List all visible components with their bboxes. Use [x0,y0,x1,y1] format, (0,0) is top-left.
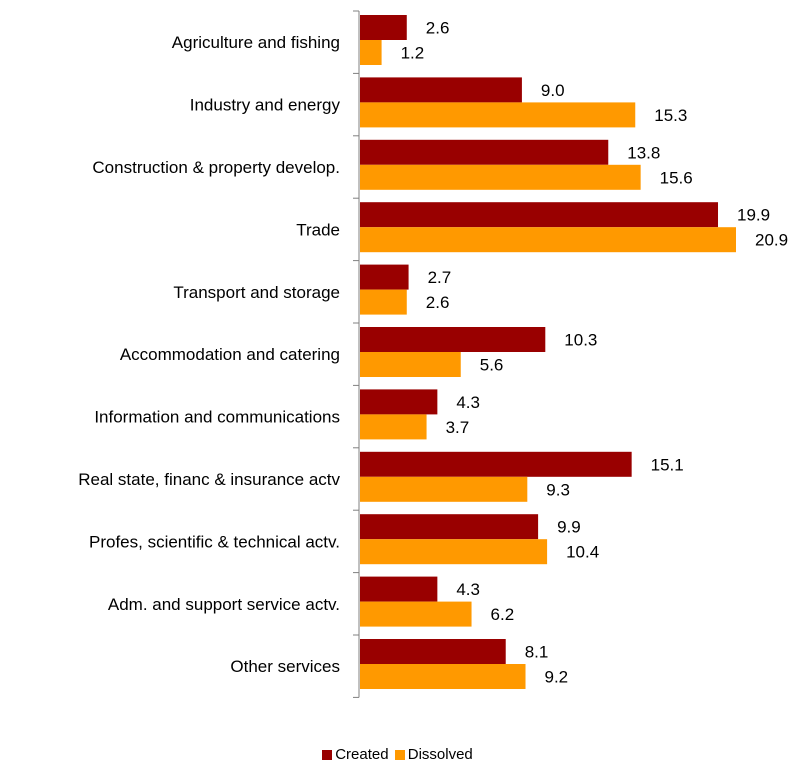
bar-created-other-services [360,639,506,664]
value-label-dissolved-agriculture-and-fishing: 1.2 [401,44,425,63]
category-label-industry-and-energy: Industry and energy [190,96,341,115]
value-label-dissolved-industry-and-energy: 15.3 [654,106,687,125]
bar-dissolved-profes-scientific-technical-actv [360,539,548,565]
bar-dissolved-construction-property-develop [360,164,641,190]
value-label-created-profes-scientific-technical-actv: 9.9 [557,518,581,537]
bar-dissolved-trade [360,227,736,253]
legend-label-dissolved: Dissolved [407,746,473,763]
bar-dissolved-transport-and-storage [360,289,407,315]
category-label-trade: Trade [296,220,340,239]
bar-created-construction-property-develop [360,139,609,165]
legend-swatch-dissolved [394,749,405,760]
value-label-created-transport-and-storage: 2.7 [428,268,452,287]
value-label-dissolved-accommodation-and-catering: 5.6 [480,356,504,375]
value-label-dissolved-other-services: 9.2 [545,668,569,687]
bar-created-real-state-financ-insurance-actv [360,451,632,477]
bar-dissolved-adm-and-support-service-actv [360,601,472,627]
value-label-dissolved-transport-and-storage: 2.6 [426,293,450,312]
value-label-dissolved-information-and-communications: 3.7 [446,418,470,437]
legend-item-dissolved: Dissolved [394,746,473,763]
bar-created-industry-and-energy [360,77,522,103]
legend-label-created: Created [335,746,389,763]
bar-dissolved-other-services [360,664,526,689]
bar-created-information-and-communications [360,389,438,415]
bar-dissolved-agriculture-and-fishing [360,40,382,65]
value-label-dissolved-real-state-financ-insurance-actv: 9.3 [546,480,570,499]
category-label-adm-and-support-service-actv: Adm. and support service actv. [108,595,340,614]
value-label-dissolved-trade: 20.9 [755,231,788,250]
value-label-created-real-state-financ-insurance-actv: 15.1 [651,455,684,474]
category-label-information-and-communications: Information and communications [94,408,340,427]
bars-group [360,15,736,689]
category-label-transport-and-storage: Transport and storage [173,283,340,302]
value-label-created-adm-and-support-service-actv: 4.3 [456,580,480,599]
value-label-created-agriculture-and-fishing: 2.6 [426,19,450,38]
value-label-dissolved-adm-and-support-service-actv: 6.2 [491,605,515,624]
bar-dissolved-information-and-communications [360,414,427,440]
category-label-construction-property-develop: Construction & property develop. [92,158,340,177]
value-label-created-other-services: 8.1 [525,643,549,662]
bar-dissolved-real-state-financ-insurance-actv [360,476,528,502]
value-label-created-information-and-communications: 4.3 [456,393,480,412]
category-label-agriculture-and-fishing: Agriculture and fishing [172,33,340,52]
bar-dissolved-industry-and-energy [360,102,636,128]
value-label-dissolved-construction-property-develop: 15.6 [660,168,693,187]
value-label-created-accommodation-and-catering: 10.3 [564,331,597,350]
legend: Created Dissolved [0,746,795,764]
value-label-created-industry-and-energy: 9.0 [541,81,565,100]
legend-swatch-created [322,749,333,760]
bar-created-agriculture-and-fishing [360,15,407,40]
bar-dissolved-accommodation-and-catering [360,352,461,377]
bar-created-adm-and-support-service-actv [360,576,438,602]
category-axis-ticks [353,10,359,698]
category-label-accommodation-and-catering: Accommodation and catering [120,345,340,364]
bar-created-profes-scientific-technical-actv [360,514,539,540]
legend-item-created: Created [322,746,389,763]
category-label-other-services: Other services [230,657,340,676]
bar-created-accommodation-and-catering [360,327,546,352]
value-label-created-trade: 19.9 [737,206,770,225]
category-label-profes-scientific-technical-actv: Profes, scientific & technical actv. [89,532,340,551]
bar-created-transport-and-storage [360,264,409,290]
bar-created-trade [360,202,719,228]
category-label-real-state-financ-insurance-actv: Real state, financ & insurance actv [78,470,340,489]
value-label-created-construction-property-develop: 13.8 [627,143,660,162]
value-label-dissolved-profes-scientific-technical-actv: 10.4 [566,543,599,562]
